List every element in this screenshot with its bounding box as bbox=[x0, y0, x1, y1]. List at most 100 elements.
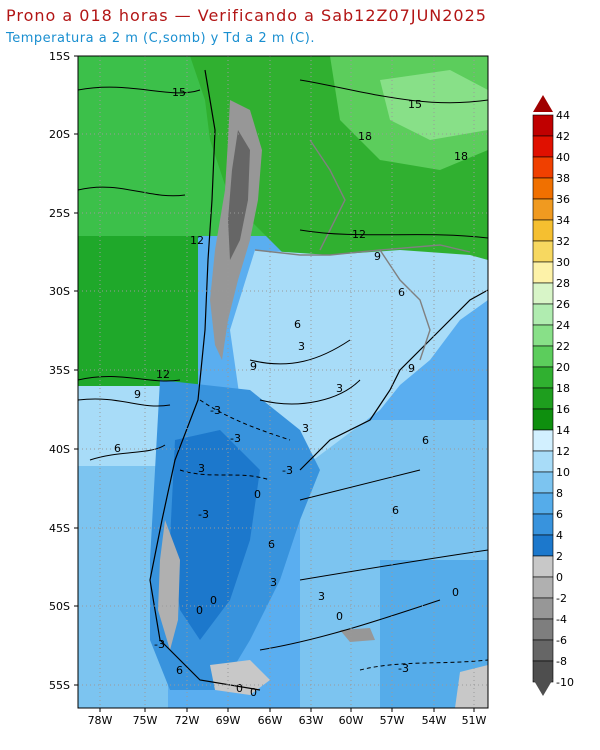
contour-label: 6 bbox=[268, 538, 275, 551]
tierra-del-fuego-band bbox=[210, 660, 270, 695]
contour-label: 0 bbox=[196, 604, 203, 617]
colorbar-cell bbox=[532, 282, 554, 305]
colorbar-cell bbox=[532, 177, 554, 200]
contour-label: -3 bbox=[198, 508, 209, 521]
colorbar-cell bbox=[532, 576, 554, 599]
contour-label: 0 bbox=[210, 594, 217, 607]
colorbar-label: 32 bbox=[556, 235, 570, 248]
colorbar-cell bbox=[532, 534, 554, 557]
contour-label: -3 bbox=[282, 464, 293, 477]
colorbar-cell bbox=[532, 219, 554, 242]
contour-label: 3 bbox=[270, 576, 277, 589]
colorbar-cell bbox=[532, 639, 554, 662]
lon-label: 72W bbox=[175, 714, 200, 727]
malvinas-band bbox=[340, 628, 375, 642]
contour-label: -3 bbox=[398, 662, 409, 675]
colorbar-label: -4 bbox=[556, 613, 567, 626]
colorbar-cell bbox=[532, 492, 554, 515]
colorbar-label: 0 bbox=[556, 571, 563, 584]
contour-label: -3 bbox=[230, 432, 241, 445]
pacific-warm-band bbox=[78, 236, 198, 386]
lon-label: 78W bbox=[88, 714, 113, 727]
contour-label: 3 bbox=[302, 422, 309, 435]
colorbar-label: -6 bbox=[556, 634, 567, 647]
colorbar-labels: 44 42 40 38 36 34 32 30 28 26 24 22 20 1… bbox=[556, 109, 574, 689]
contour-label: 0 bbox=[250, 686, 257, 699]
colorbar: 44 42 40 38 36 34 32 30 28 26 24 22 20 1… bbox=[532, 95, 574, 696]
map-fields: 15 18 18 15 12 12 12 9 9 6 9 6 9 3 3 6 3… bbox=[78, 56, 488, 708]
contour-label: 3 bbox=[198, 462, 205, 475]
map-frame bbox=[77, 55, 489, 709]
lon-label: 69W bbox=[216, 714, 241, 727]
dewpoint-contours bbox=[179, 399, 488, 671]
colorbar-label: 2 bbox=[556, 550, 563, 563]
colorbar-cell bbox=[532, 240, 554, 263]
colorbar-label: 36 bbox=[556, 193, 570, 206]
uruguay-border bbox=[379, 249, 431, 361]
contour-label: 9 bbox=[408, 362, 415, 375]
contour-label: 3 bbox=[336, 382, 343, 395]
colorbar-label: 22 bbox=[556, 340, 570, 353]
lat-label: 55S bbox=[49, 679, 70, 692]
northern-border bbox=[254, 244, 471, 256]
contour-label: -3 bbox=[154, 638, 165, 651]
lat-label: 50S bbox=[49, 600, 70, 613]
contour-label: 6 bbox=[398, 286, 405, 299]
contour-label: 18 bbox=[358, 130, 372, 143]
colorbar-cell bbox=[532, 555, 554, 578]
colorbar-label: 26 bbox=[556, 298, 570, 311]
colorbar-label: 34 bbox=[556, 214, 570, 227]
contour-label: 0 bbox=[336, 610, 343, 623]
lon-label: 54W bbox=[422, 714, 447, 727]
contour-label: 12 bbox=[156, 368, 170, 381]
lon-label: 51W bbox=[462, 714, 487, 727]
contour-label: 9 bbox=[134, 388, 141, 401]
contour-label: 9 bbox=[250, 360, 257, 373]
contour-label: 15 bbox=[408, 98, 422, 111]
contour-label: 18 bbox=[454, 150, 468, 163]
colorbar-cell bbox=[532, 114, 554, 137]
contour-label: 0 bbox=[236, 682, 243, 695]
colorbar-cell bbox=[532, 618, 554, 641]
lat-label: 35S bbox=[49, 364, 70, 377]
colorbar-label: 6 bbox=[556, 508, 563, 521]
contour-labels: 15 18 18 15 12 12 12 9 9 6 9 6 9 3 3 6 3… bbox=[114, 86, 468, 699]
map-subtitle: Temperatura a 2 m (C,somb) y Td a 2 m (C… bbox=[6, 31, 315, 46]
colorbar-top-arrow bbox=[533, 95, 553, 112]
colorbar-label: 4 bbox=[556, 529, 563, 542]
colorbar-label: 28 bbox=[556, 277, 570, 290]
colorbar-label: 8 bbox=[556, 487, 563, 500]
colorbar-cell bbox=[532, 156, 554, 179]
colorbar-label: 30 bbox=[556, 256, 570, 269]
colorbar-cell bbox=[532, 597, 554, 620]
contour-label: 3 bbox=[298, 340, 305, 353]
colorbar-label: 42 bbox=[556, 130, 570, 143]
colorbar-cell bbox=[532, 513, 554, 536]
lon-label: 75W bbox=[133, 714, 158, 727]
contour-label: 9 bbox=[374, 250, 381, 263]
colorbar-label: 12 bbox=[556, 445, 570, 458]
lat-label: 40S bbox=[49, 443, 70, 456]
latitude-axis: 15S 20S 25S 30S 35S 40S 45S 50S 55S bbox=[49, 50, 78, 692]
colorbar-label: 18 bbox=[556, 382, 570, 395]
bolivia-border bbox=[309, 139, 346, 251]
southern-andes-band bbox=[158, 520, 180, 650]
lon-label: 63W bbox=[299, 714, 324, 727]
colorbar-cell bbox=[532, 345, 554, 368]
colorbar-label: -8 bbox=[556, 655, 567, 668]
atlantic-coastline bbox=[299, 289, 488, 471]
contour-label: 12 bbox=[352, 228, 366, 241]
colorbar-cell bbox=[532, 324, 554, 347]
colorbar-cell bbox=[532, 408, 554, 431]
lat-label: 25S bbox=[49, 207, 70, 220]
colorbar-label: 40 bbox=[556, 151, 570, 164]
colorbar-cell bbox=[532, 429, 554, 452]
lat-label: 15S bbox=[49, 50, 70, 63]
colorbar-label: 24 bbox=[556, 319, 570, 332]
lon-label: 60W bbox=[339, 714, 364, 727]
temperature-contours bbox=[78, 79, 488, 651]
contour-label: 3 bbox=[318, 590, 325, 603]
lat-label: 45S bbox=[49, 522, 70, 535]
colorbar-label: 16 bbox=[556, 403, 570, 416]
